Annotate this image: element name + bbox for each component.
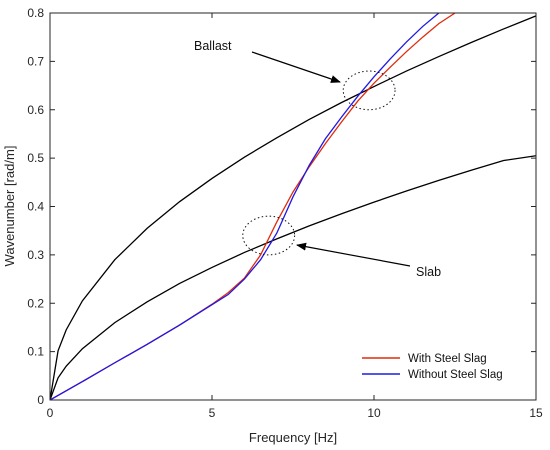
- y-tick-label: 0: [37, 393, 44, 407]
- y-tick-label: 0.8: [27, 6, 44, 20]
- annotation-ellipse-slab: [242, 215, 296, 256]
- x-tick-label: 10: [367, 406, 381, 420]
- legend-label-with-steel-slag: With Steel Slag: [408, 353, 487, 365]
- x-tick-label: 15: [529, 406, 543, 420]
- y-tick-label: 0.7: [27, 54, 44, 68]
- annotation-arrow-slab: [296, 242, 411, 267]
- y-axis-label: Wavenumber [rad/m]: [2, 146, 17, 267]
- x-tick-label: 0: [47, 406, 54, 420]
- y-tick-label: 0.3: [27, 248, 44, 262]
- axes-layer: 0 5 10 15 0 0.1 0.2 0.3 0.4 0.5 0.6 0.7 0.8: [27, 6, 543, 420]
- x-axis-label: Frequency [Hz]: [249, 430, 337, 445]
- reference-curve-slab: [50, 155, 536, 400]
- annotations-layer: Ballast Slab: [194, 39, 441, 279]
- x-tick-label: 5: [209, 406, 216, 420]
- annotation-arrow-ballast: [251, 51, 341, 83]
- plot-area: [50, 13, 536, 400]
- annotation-label-ballast: Ballast: [194, 39, 232, 53]
- y-tick-label: 0.4: [27, 200, 44, 214]
- reference-curve-ballast: [50, 15, 536, 400]
- legend: With Steel Slag Without Steel Slag: [362, 353, 503, 381]
- series-line-without-steel-slag: [50, 13, 440, 400]
- y-tick-label: 0.2: [27, 296, 44, 310]
- y-tick-label: 0.6: [27, 103, 44, 117]
- curves-layer: [50, 13, 536, 400]
- y-tick-label: 0.5: [27, 151, 44, 165]
- annotation-label-slab: Slab: [416, 265, 441, 279]
- annotation-ellipse-ballast: [342, 70, 396, 111]
- legend-label-without-steel-slag: Without Steel Slag: [408, 369, 503, 381]
- y-tick-label: 0.1: [27, 345, 44, 359]
